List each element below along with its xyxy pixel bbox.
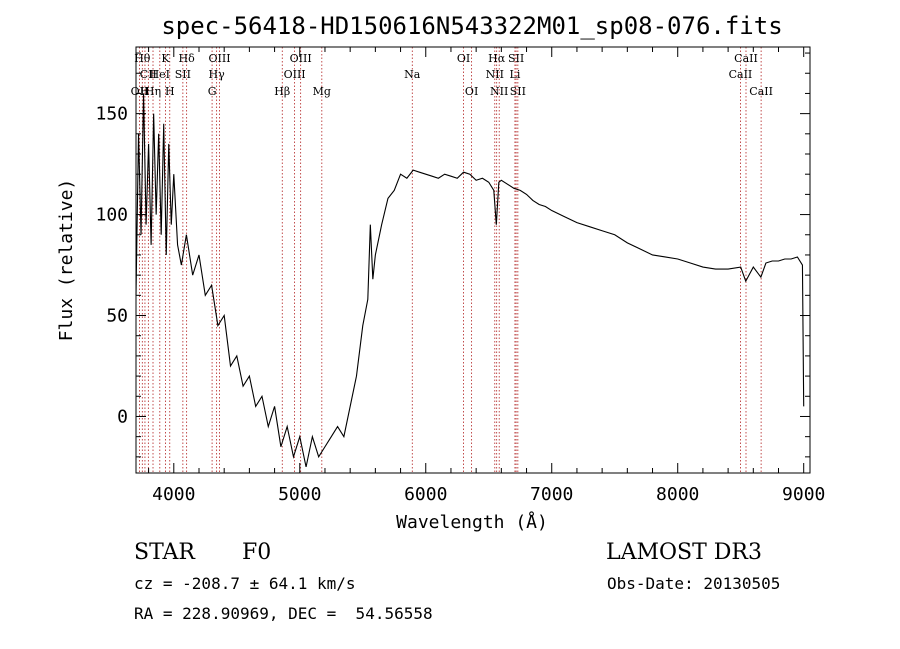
line-label: OIII xyxy=(284,68,306,81)
x-tick-label: 7000 xyxy=(530,484,573,505)
line-label: OI xyxy=(457,52,470,65)
x-tick-label: 8000 xyxy=(656,484,699,505)
line-label: SII xyxy=(508,52,524,65)
chart-title: spec-56418-HD150616N543322M01_sp08-076.f… xyxy=(161,12,782,40)
coordinates: RA = 228.90969, DEC = 54.56558 xyxy=(134,604,433,623)
y-axis: 0 50 100 150 xyxy=(95,52,810,458)
line-label: CII xyxy=(140,68,157,81)
y-tick-label: 0 xyxy=(117,406,128,427)
line-label: Hα xyxy=(488,52,506,65)
line-label: K xyxy=(161,52,170,65)
x-tick-label: 6000 xyxy=(404,484,447,505)
line-label: Hθ xyxy=(134,52,151,65)
y-tick-label: 150 xyxy=(95,104,128,125)
spectrum-series xyxy=(135,93,805,468)
line-label: CaII xyxy=(729,68,753,81)
survey-name: LAMOST DR3 xyxy=(606,540,762,565)
object-class: STAR xyxy=(134,540,195,565)
line-label: G xyxy=(208,85,217,98)
line-label: CaII xyxy=(734,52,758,65)
redshift-readout: cz = -208.7 ± 64.1 km/s xyxy=(134,574,356,593)
line-label: NII xyxy=(490,85,508,98)
line-label: OIII xyxy=(290,52,312,65)
line-label: SII xyxy=(510,85,526,98)
x-tick-label: 9000 xyxy=(782,484,825,505)
spectral-line-markers xyxy=(139,47,762,473)
x-axis: 4000 5000 6000 7000 8000 9000 xyxy=(148,47,825,505)
spectral-subclass: F0 xyxy=(242,540,272,565)
y-tick-label: 50 xyxy=(106,306,128,327)
line-label: Hγ xyxy=(209,68,226,81)
line-label: Hδ xyxy=(179,52,196,65)
obs-date: Obs-Date: 20130505 xyxy=(607,574,781,593)
line-label: OI xyxy=(465,85,478,98)
line-label: HeI xyxy=(150,68,170,81)
line-label: Li xyxy=(510,68,521,81)
spectral-line-labels: OIIHθHCIIHηHeIKHSIIHδGHγOIIIHβOIIIOIIIMg… xyxy=(131,52,773,98)
line-label: H xyxy=(165,85,175,98)
y-axis-label: Flux (relative) xyxy=(56,179,77,342)
line-label: CaII xyxy=(749,85,773,98)
x-axis-label: Wavelength (Å) xyxy=(396,511,548,533)
line-label: Hβ xyxy=(274,85,290,98)
line-label: NII xyxy=(486,68,504,81)
y-tick-label: 100 xyxy=(95,205,128,226)
line-label: OIII xyxy=(208,52,230,65)
line-label: SII xyxy=(175,68,191,81)
line-label: H xyxy=(140,85,150,98)
line-label: Hη xyxy=(145,85,161,98)
line-label: Mg xyxy=(313,85,331,98)
x-tick-label: 4000 xyxy=(152,484,195,505)
plot-frame xyxy=(135,46,811,474)
line-label: Na xyxy=(404,68,421,81)
x-tick-label: 5000 xyxy=(278,484,321,505)
